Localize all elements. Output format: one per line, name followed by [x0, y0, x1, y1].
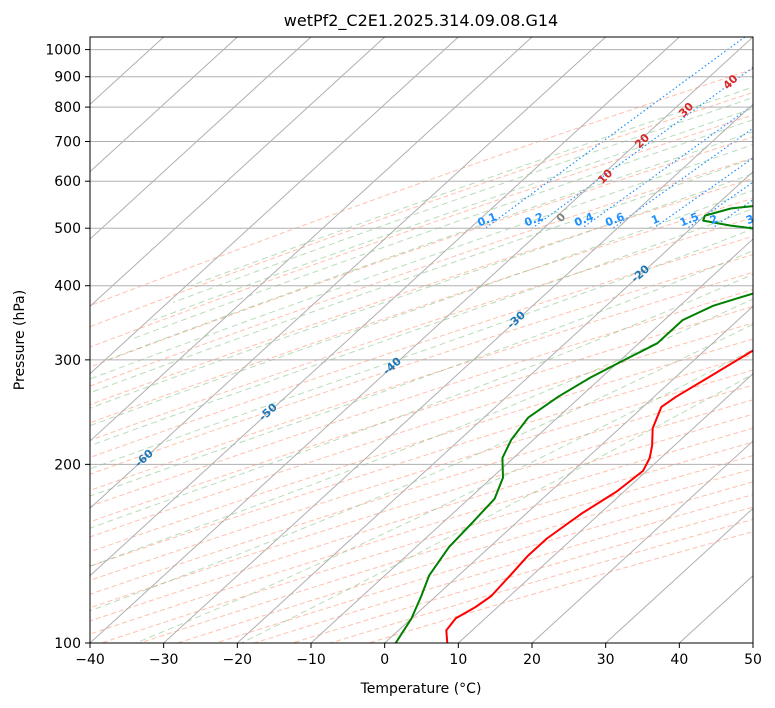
y-tick-label: 200: [54, 457, 81, 473]
x-tick-label: 40: [670, 652, 688, 668]
dry-adiabat-line: [90, 384, 753, 595]
y-tick-label: 400: [54, 279, 81, 295]
profile-series: [394, 205, 753, 643]
x-tick-label: −40: [75, 652, 105, 668]
y-tick-label: 700: [54, 134, 81, 150]
temperature-profile-line: [445, 349, 753, 643]
isotherm-line: [531, 440, 753, 643]
x-tick-label: −20: [223, 652, 253, 668]
moist-adiabat-line: [90, 323, 753, 612]
moist-adiabat-line: [173, 97, 753, 303]
isotherm-line: [236, 170, 753, 643]
y-tick-label: 300: [54, 353, 81, 369]
isotherm-line: [90, 37, 386, 308]
mixing-ratio-line: [484, 37, 746, 229]
mixing-ratio-label: 1: [649, 212, 661, 227]
x-axis-ticks: −40 −30 −20 −10 0 10 20 30 40 50: [75, 643, 762, 668]
y-tick-label: 100: [54, 636, 81, 652]
isotherm-line: [90, 37, 459, 375]
moist-adiabat-line: [90, 250, 753, 497]
mixing-ratio-lines: [484, 37, 753, 229]
y-tick-label: 1000: [45, 43, 81, 59]
y-tick-label: 600: [54, 174, 81, 190]
moist-adiabat-line: [90, 189, 753, 427]
x-tick-label: 0: [380, 652, 389, 668]
mixing-ratio-line: [531, 66, 753, 229]
dry-adiabat-line: [90, 177, 753, 406]
x-tick-label: 50: [744, 652, 762, 668]
isotherm-line: [163, 103, 753, 643]
plot-area: -100-90-80-70-60-50-40-30-20-100.10.20.4…: [90, 37, 756, 643]
moist-adiabat-line: [131, 119, 753, 340]
isotherm-line: [90, 37, 607, 510]
y-tick-label: 900: [54, 70, 81, 86]
moist-adiabat-line: [90, 208, 753, 447]
dry-adiabat-line: [90, 114, 753, 348]
moist-adiabat-line: [90, 273, 753, 529]
isotherm-line: [90, 37, 312, 240]
x-tick-label: −30: [149, 652, 179, 668]
x-tick-label: 30: [597, 652, 615, 668]
x-tick-label: 10: [449, 652, 467, 668]
dry-adiabat-line: [90, 305, 753, 523]
isotherm-line: [90, 37, 680, 577]
x-axis-label: Temperature (°C): [360, 681, 482, 697]
isotherm-line: [605, 507, 753, 643]
isotherm-line: [310, 238, 753, 643]
y-tick-label: 500: [54, 221, 81, 237]
moist-adiabat-line: [135, 348, 753, 643]
isotherm-line: [384, 305, 753, 643]
isotherm-line: [90, 37, 753, 643]
isotherm-line: [457, 372, 753, 643]
y-axis-ticks: 1000 900 800 700 600 500 400 300 200 100: [45, 43, 90, 652]
chart-title: wetPf2_C2E1.2025.314.09.08.G14: [284, 11, 558, 31]
plot-frame: [89, 36, 754, 644]
dry-adiabat-line: [90, 354, 753, 567]
moist-adiabat-line: [190, 86, 753, 287]
dry-adiabat-line: [90, 322, 753, 538]
dewpoint-profile-line: [394, 205, 753, 643]
pressure-gridlines: [90, 49, 753, 643]
dry-adiabat-line: [90, 68, 753, 307]
mixing-ratio-label: 3: [744, 212, 756, 227]
isotherms: [90, 37, 753, 643]
moist-adiabats: [90, 86, 753, 643]
isotherm-line: [90, 37, 533, 442]
moist-adiabat-line: [241, 373, 753, 643]
y-tick-label: 800: [54, 100, 81, 116]
isotherm-line: [90, 37, 238, 173]
mixing-ratio-label: 2: [708, 212, 720, 227]
x-tick-label: 20: [523, 652, 541, 668]
moist-adiabat-line: [107, 131, 753, 361]
x-tick-label: −10: [296, 652, 326, 668]
y-axis-label: Pressure (hPa): [12, 290, 28, 390]
moist-adiabat-line: [90, 228, 753, 470]
